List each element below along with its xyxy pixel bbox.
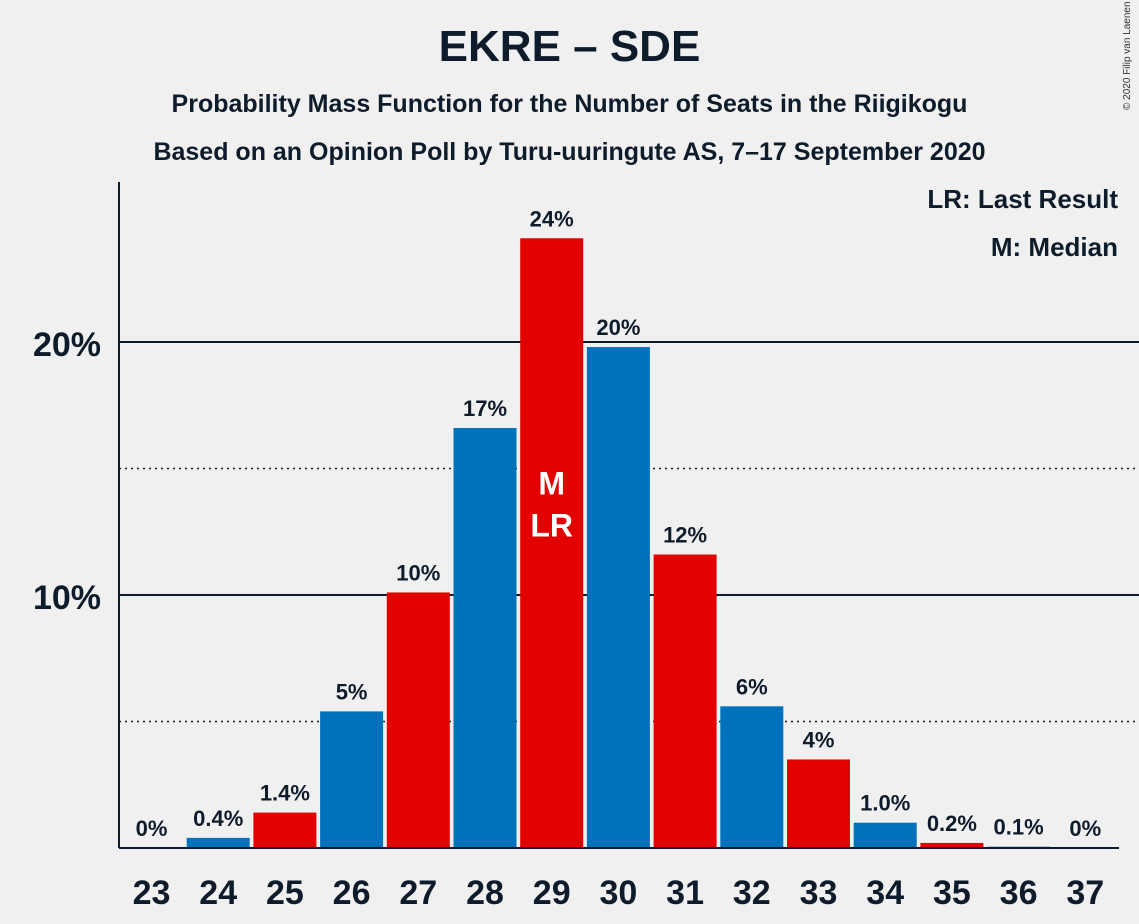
bar-value-label: 10% (396, 560, 440, 585)
bar-value-label: 0% (1069, 816, 1101, 841)
bar-seat-26 (320, 711, 384, 848)
bar-value-label: 0.1% (994, 815, 1044, 840)
x-tick-label: 27 (399, 874, 437, 912)
chart-subtitle-source: Based on an Opinion Poll by Turu-uuringu… (153, 138, 986, 166)
axes (118, 182, 1119, 849)
bar-seat-24 (186, 837, 250, 848)
legend-median: M: Median (990, 232, 1118, 262)
x-tick-label: 29 (533, 874, 571, 912)
x-tick-label: 37 (1066, 874, 1104, 912)
bar-seat-29 (520, 238, 584, 848)
x-tick-label: 32 (733, 874, 771, 912)
x-axis-ticks: 23 24 25 26 27 28 29 30 31 32 33 34 35 36 37 (133, 874, 1105, 912)
chart-subtitle: Probability Mass Function for the Number… (171, 90, 968, 118)
x-tick-label: 25 (266, 874, 304, 912)
bar-value-label: 5% (336, 679, 368, 704)
bar-value-label: 1.0% (860, 791, 910, 816)
chart-title: EKRE – SDE (438, 22, 701, 71)
bar-value-label: 6% (736, 674, 768, 699)
x-tick-label: 26 (333, 874, 371, 912)
x-tick-label: 24 (199, 874, 237, 912)
x-tick-label: 35 (933, 874, 971, 912)
bar-seat-28 (453, 428, 517, 848)
x-tick-label: 31 (666, 874, 704, 912)
y-tick-label: 20% (33, 326, 101, 364)
bar-seat-25 (253, 812, 317, 848)
bar-value-label: 0% (136, 816, 168, 841)
bar-seat-33 (787, 759, 850, 848)
last-result-marker: LR (530, 508, 573, 544)
bar-value-label: 12% (663, 523, 707, 548)
bar-value-label: 4% (803, 727, 835, 752)
bar-value-label: 0.2% (927, 811, 977, 836)
bar-seat-27 (386, 592, 450, 848)
bar-value-label: 17% (463, 396, 507, 421)
legend-last-result: LR: Last Result (927, 184, 1118, 214)
x-tick-label: 33 (800, 874, 838, 912)
x-tick-label: 28 (466, 874, 504, 912)
bar-value-label: 20% (596, 315, 640, 340)
bar-seat-30 (586, 347, 650, 848)
median-marker: M (538, 466, 565, 502)
x-tick-label: 34 (866, 874, 904, 912)
bar-value-label: 0.4% (193, 806, 243, 831)
x-tick-label: 23 (133, 874, 171, 912)
bar-seat-32 (720, 706, 784, 848)
bar-seat-35 (920, 842, 984, 848)
bar-labels: 0% 0.4% 1.4% 5% 10% 17% 24% M LR 20% 12% 6% 4% 1.0% 0.… (136, 206, 1102, 841)
x-tick-label: 30 (599, 874, 637, 912)
x-tick-label: 36 (1000, 874, 1038, 912)
y-tick-label: 10% (33, 579, 101, 617)
bar-seat-34 (853, 822, 917, 848)
bar-value-label: 24% (530, 206, 574, 231)
y-axis-ticks: 10% 20% (33, 326, 101, 617)
bar-value-label: 1.4% (260, 781, 310, 806)
bar-seat-31 (653, 554, 717, 848)
bars (186, 238, 1051, 848)
